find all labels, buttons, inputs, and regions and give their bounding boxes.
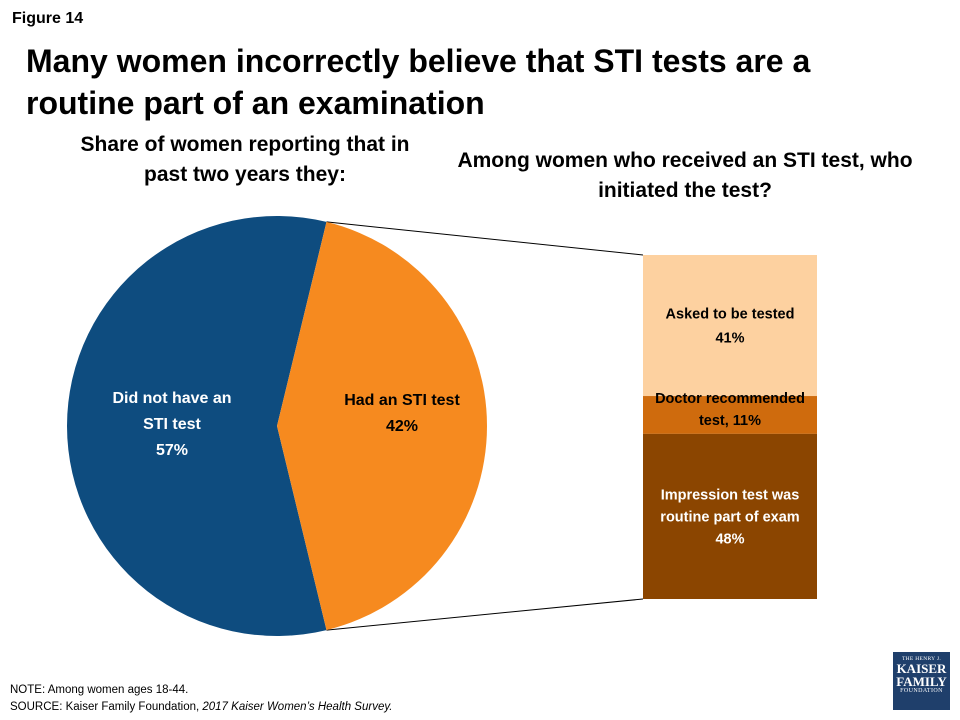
right-subtitle: Among women who received an STI test, wh… [457,149,913,202]
logo-line-1: THE HENRY J. [902,656,941,662]
pie-label-had-test-line-1: Had an STI test [344,392,460,409]
bar-segment-doctor [643,396,817,434]
page-title: Many women incorrectly believe that STI … [26,43,811,121]
bar-label-doctor-line-1: Doctor recommended [655,391,805,407]
bar-label-asked-line-2: 41% [715,331,744,347]
bar-segment-impression [643,433,817,599]
connector-line-bottom [326,598,644,631]
logo-line-2: KAISER [896,661,947,676]
bar-label-doctor-line-2: test, 11% [699,413,761,429]
pie-slice-had-test [277,221,488,631]
pie-label-no-test-line-2: STI test [143,416,201,433]
source-title: 2017 Kaiser Women’s Health Survey. [202,701,393,713]
bar-label-asked-line-1: Asked to be tested [666,307,795,323]
footnote: NOTE: Among women ages 18-44. SOURCE: Ka… [10,682,392,716]
connector-line-top [326,221,644,256]
bar-label-impression-line-2: routine part of exam [660,509,799,525]
pie-label-had-test-line-2: 42% [386,418,418,435]
source-prefix: SOURCE: Kaiser Family Foundation, [10,701,203,713]
pie-label-no-test-line-3: 57% [156,442,188,459]
bar-label-impression-line-1: Impression test was [661,487,800,503]
bar-segment-asked [643,255,817,397]
logo-line-4: FOUNDATION [900,688,943,694]
pie-slice-no-test [67,216,327,637]
pie-label-no-test-line-1: Did not have an [112,390,231,407]
figure-label: Figure 14 [12,10,84,27]
kff-logo: THE HENRY J. KAISER FAMILY FOUNDATION [893,652,950,710]
source-text: SOURCE: Kaiser Family Foundation, 2017 K… [10,699,392,716]
note-text: NOTE: Among women ages 18-44. [10,684,189,696]
left-subtitle: Share of women reporting that in past tw… [80,133,410,186]
logo-line-3: FAMILY [896,674,947,689]
bar-label-impression-line-3: 48% [715,531,744,547]
